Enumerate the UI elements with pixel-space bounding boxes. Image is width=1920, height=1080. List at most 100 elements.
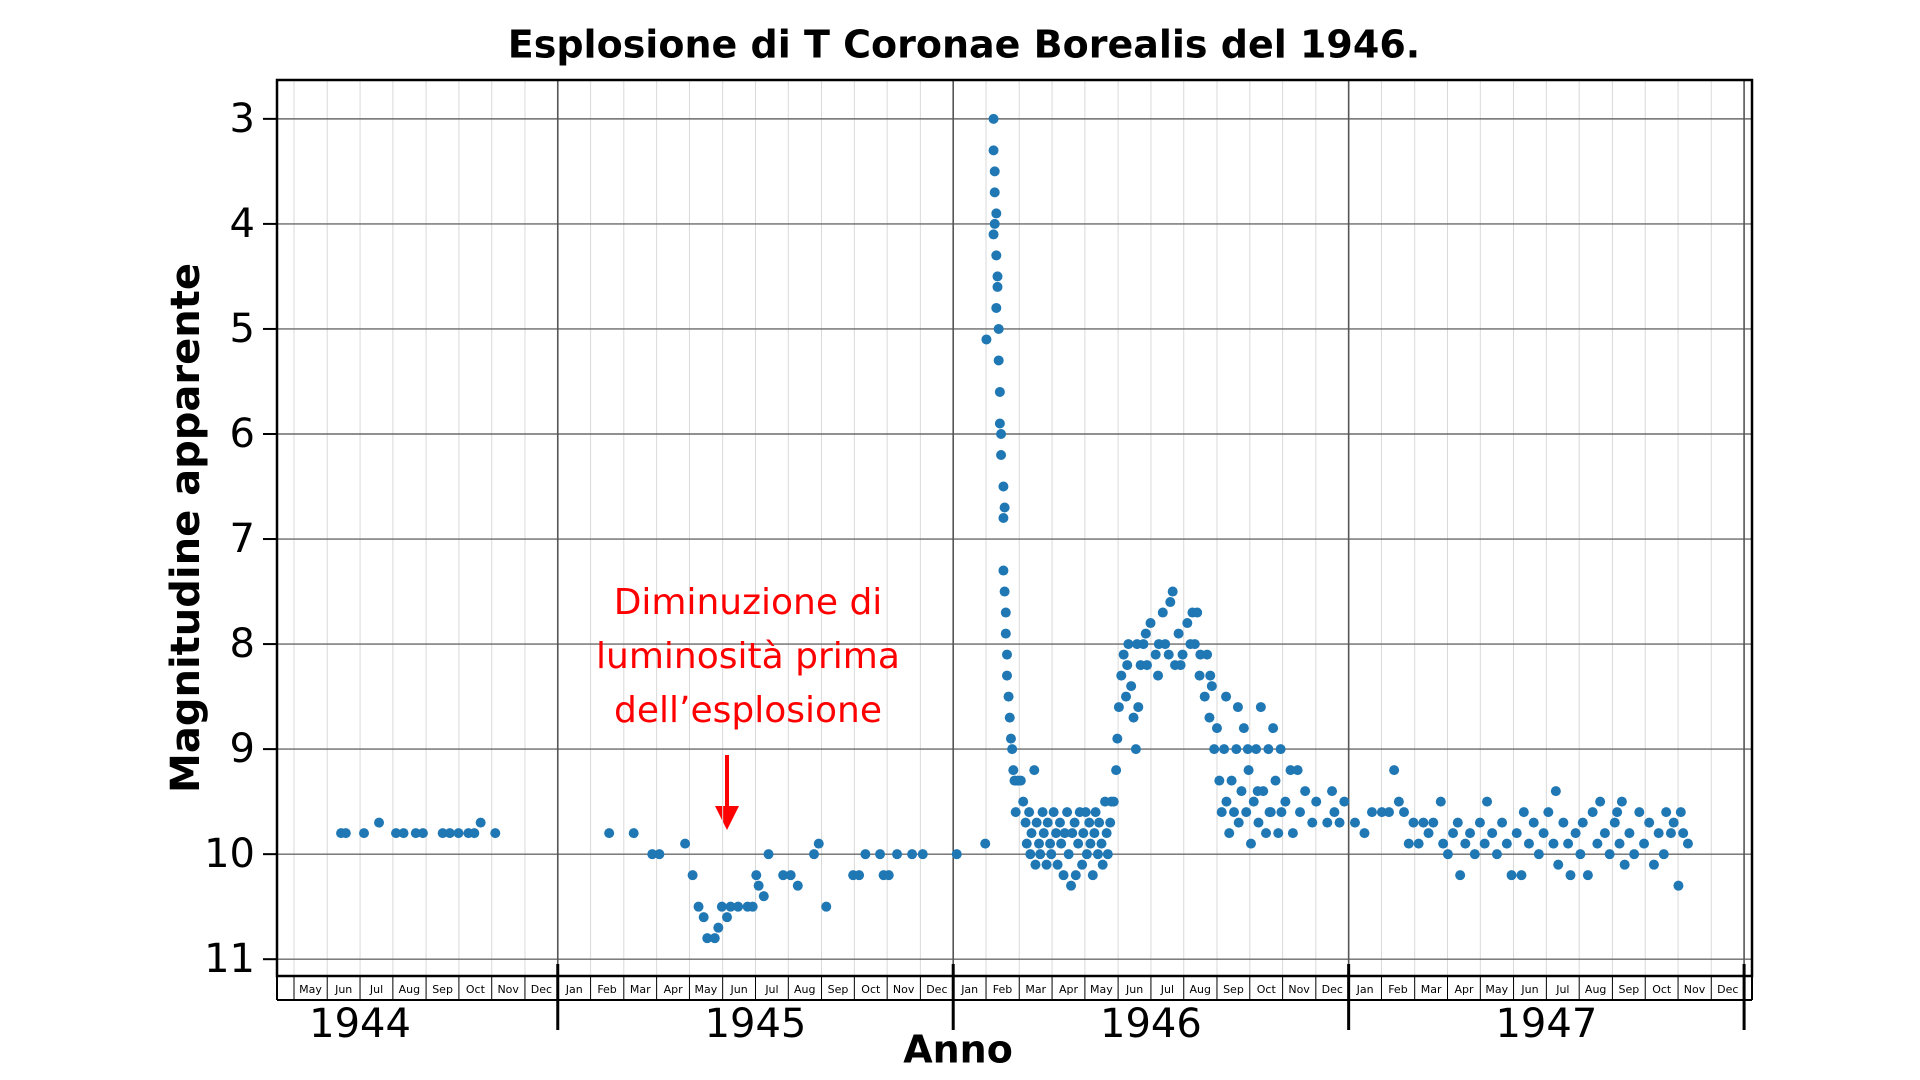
x-axis-label: Anno [903, 1028, 1013, 1072]
data-point [1465, 828, 1476, 839]
data-point [1066, 880, 1077, 891]
data-point [358, 828, 369, 839]
data-point [1037, 807, 1048, 818]
data-point [1599, 828, 1610, 839]
data-point [1081, 849, 1092, 860]
data-point [1393, 796, 1404, 807]
data-point [1592, 838, 1603, 849]
data-point [917, 849, 928, 860]
data-point [1001, 670, 1012, 681]
data-point [809, 849, 820, 860]
data-point [988, 229, 999, 240]
data-point [907, 849, 918, 860]
data-point [1506, 870, 1517, 881]
data-point [1268, 723, 1279, 734]
data-point [991, 250, 1002, 261]
data-point [1232, 702, 1243, 713]
y-tick-label: 7 [230, 516, 255, 562]
data-point [1616, 796, 1627, 807]
data-point [374, 817, 385, 828]
data-point [1255, 702, 1266, 713]
data-point [1264, 807, 1275, 818]
data-point [1538, 828, 1549, 839]
data-point [1523, 838, 1534, 849]
y-tick-label: 8 [230, 621, 255, 667]
month-tick-label: Nov [1684, 983, 1706, 996]
month-tick-label: Nov [893, 983, 915, 996]
data-point [1349, 817, 1360, 828]
data-point [1252, 786, 1263, 797]
data-point [1165, 597, 1176, 608]
data-point [1194, 670, 1205, 681]
data-point [680, 838, 691, 849]
data-point [1233, 817, 1244, 828]
data-point [1479, 838, 1490, 849]
data-point [1058, 870, 1069, 881]
data-point [1678, 828, 1689, 839]
month-tick-label: Aug [399, 983, 420, 996]
data-point [1021, 838, 1032, 849]
y-tick-label: 6 [230, 411, 255, 457]
data-point [751, 870, 762, 881]
y-tick-label: 4 [230, 201, 255, 247]
month-tick-label: Jul [1160, 983, 1174, 996]
data-point [654, 849, 665, 860]
data-point [1130, 744, 1141, 755]
data-point [996, 428, 1007, 439]
data-point [1007, 744, 1018, 755]
data-point [1209, 744, 1220, 755]
data-point [981, 334, 992, 345]
data-point [1245, 838, 1256, 849]
data-point [1051, 828, 1062, 839]
data-point [1221, 796, 1232, 807]
data-point [1195, 649, 1206, 660]
plot-frame [275, 78, 1754, 978]
month-tick-label: Jan [1356, 983, 1374, 996]
data-point [1224, 828, 1235, 839]
data-point [996, 449, 1007, 460]
data-point [1376, 807, 1387, 818]
data-point [1300, 786, 1311, 797]
data-point [1487, 828, 1498, 839]
data-point [469, 828, 480, 839]
data-point [444, 828, 455, 839]
data-point [1339, 796, 1350, 807]
data-point [1543, 807, 1554, 818]
data-point [1280, 796, 1291, 807]
data-point [1455, 870, 1466, 881]
data-point [988, 113, 999, 124]
data-point [1024, 807, 1035, 818]
data-point [883, 870, 894, 881]
data-point [1570, 828, 1581, 839]
data-point [778, 870, 789, 881]
month-tick-label: Jan [565, 983, 583, 996]
data-point [1435, 796, 1446, 807]
month-tick-label: Jul [1555, 983, 1569, 996]
year-label: 1946 [1100, 1001, 1202, 1047]
data-point [1665, 828, 1676, 839]
data-point [1116, 670, 1127, 681]
data-point [1270, 775, 1281, 786]
data-point [992, 271, 1003, 282]
month-tick-label: Apr [664, 983, 684, 996]
data-point [951, 849, 962, 860]
data-point [1582, 870, 1593, 881]
month-tick-label: Feb [597, 983, 616, 996]
data-point [1501, 838, 1512, 849]
data-point [1389, 765, 1400, 776]
year-label: 1945 [705, 1001, 807, 1047]
data-point [490, 828, 501, 839]
month-tick-label: Mar [1025, 983, 1046, 996]
month-tick-label: May [695, 983, 718, 996]
month-tick-label: Nov [1288, 983, 1310, 996]
data-point [417, 828, 428, 839]
month-tick-label: Oct [1257, 983, 1277, 996]
data-point [1644, 817, 1655, 828]
data-point [1334, 817, 1345, 828]
month-tick-label: May [1090, 983, 1113, 996]
data-point [1167, 586, 1178, 597]
data-point [1128, 712, 1139, 723]
data-point [763, 849, 774, 860]
year-label: 1944 [309, 1001, 411, 1047]
